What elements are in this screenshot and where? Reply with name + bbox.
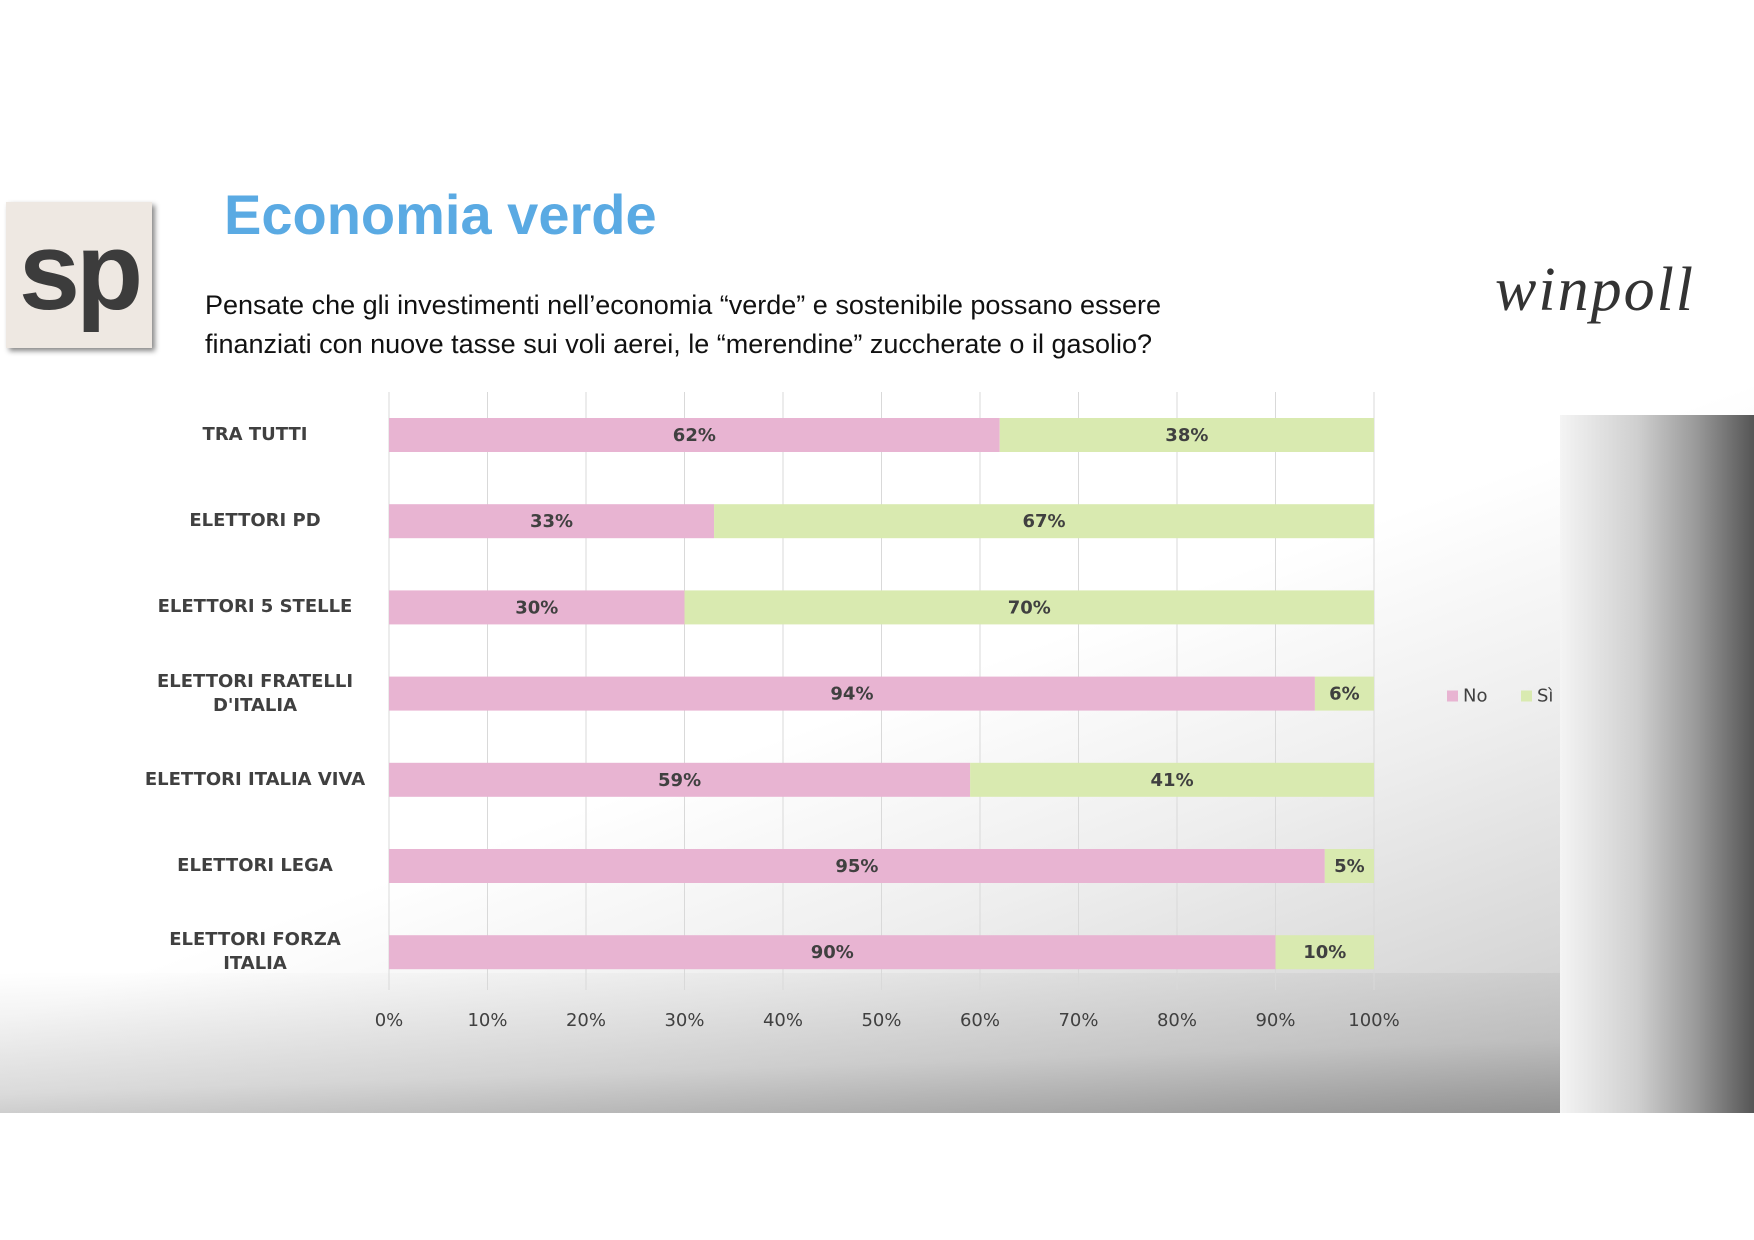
bar	[389, 762, 971, 797]
legend-label: Sì	[1537, 685, 1554, 707]
data-label: 38%	[1165, 425, 1208, 446]
bar	[389, 849, 1325, 883]
legend-item: Sì	[1521, 686, 1553, 707]
x-tick-label: 90%	[1255, 1010, 1295, 1031]
legend-item: No	[1447, 686, 1487, 707]
legend-swatch	[1521, 690, 1532, 702]
subtitle: Pensate che gli investimenti nell’econom…	[205, 290, 1162, 320]
x-tick-label: 80%	[1157, 1010, 1197, 1031]
sp-logo: sp	[6, 202, 152, 348]
data-label: 70%	[1008, 597, 1051, 618]
data-label: 41%	[1151, 770, 1194, 791]
x-tick-label: 20%	[566, 1010, 606, 1031]
legend-swatch	[1447, 690, 1458, 702]
y-tick-label: ELETTORI FRATELLI D'ITALIA	[156, 670, 354, 716]
bar	[389, 676, 1315, 711]
data-label: 62%	[673, 425, 716, 446]
winpoll-logo: winpoll	[1495, 256, 1696, 324]
bar	[389, 935, 1276, 970]
bar	[1314, 676, 1374, 711]
bar	[999, 418, 1374, 452]
x-tick-label: 70%	[1058, 1010, 1098, 1031]
y-tick-label: ELETTORI ITALIA VIVA	[144, 768, 366, 790]
data-label: 95%	[835, 856, 878, 877]
y-tick-label: TRA TUTTI	[202, 424, 308, 445]
bar	[389, 504, 715, 539]
window-decoration	[1560, 415, 1754, 1113]
x-tick-label: 10%	[467, 1010, 507, 1031]
bar	[970, 762, 1374, 797]
y-tick-label: ELETTORI LEGA	[177, 855, 333, 876]
y-tick-label: ELETTORI 5 STELLE	[157, 596, 353, 618]
data-label: 10%	[1303, 942, 1346, 963]
data-label: 59%	[658, 770, 701, 791]
y-tick-label: ELETTORI FORZA ITALIA	[169, 929, 341, 975]
data-label: 90%	[811, 942, 854, 963]
x-tick-label: 0%	[375, 1010, 404, 1031]
x-tick-label: 40%	[763, 1010, 803, 1031]
chart-title: Economia verde	[224, 183, 657, 246]
y-tick-label: ELETTORI PD	[189, 510, 321, 532]
x-tick-label: 60%	[960, 1010, 1000, 1031]
data-label: 33%	[530, 511, 573, 532]
data-label: 6%	[1329, 684, 1360, 705]
bar	[684, 590, 1374, 625]
x-tick-label: 50%	[861, 1010, 901, 1031]
logo-text: sp	[18, 210, 143, 333]
bar	[1324, 849, 1374, 883]
bar	[389, 418, 1000, 452]
bar	[714, 504, 1374, 539]
data-label: 5%	[1334, 856, 1365, 877]
data-label: 67%	[1022, 511, 1065, 532]
data-label: 30%	[515, 597, 558, 618]
data-label: 94%	[830, 684, 873, 705]
bar	[389, 590, 685, 625]
x-tick-label: 100%	[1348, 1010, 1399, 1031]
legend-label: No	[1463, 685, 1488, 707]
bar	[1275, 935, 1374, 970]
subtitle: finanziati con nuove tasse sui voli aere…	[205, 329, 1153, 359]
x-tick-label: 30%	[664, 1010, 704, 1031]
